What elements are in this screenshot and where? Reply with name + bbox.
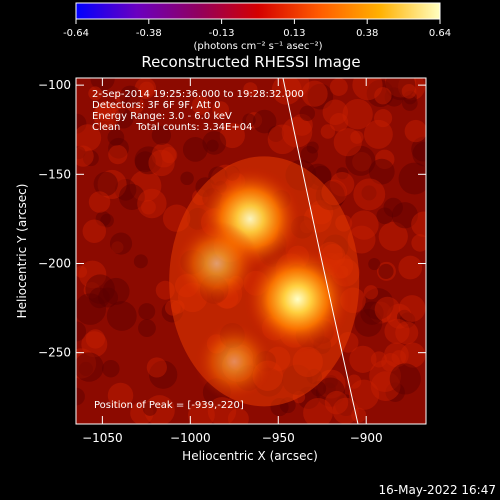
info-detectors: Detectors: 3F 6F 9F, Att 0 xyxy=(92,100,220,111)
peak-position-label: Position of Peak = [-939,-220] xyxy=(94,400,244,411)
plot-image xyxy=(76,78,426,424)
colorbar-units: (photons cm⁻² s⁻¹ asec⁻²) xyxy=(193,41,322,52)
y-tick-label: −250 xyxy=(38,346,71,360)
colorbar-tick-label: 0.38 xyxy=(356,28,378,39)
colorbar: -0.64 -0.38 -0.13 0.13 0.38 0.64 (photons cm⁻… xyxy=(63,2,451,52)
colorbar-tick-label: 0.64 xyxy=(429,28,451,39)
y-tick-label: −100 xyxy=(38,78,71,92)
y-axis-ticks: −100 −150 −200 −250 xyxy=(38,78,426,360)
emission-source xyxy=(194,321,274,402)
plot-title: Reconstructed RHESSI Image xyxy=(141,53,360,71)
x-tick-label: −900 xyxy=(350,431,383,445)
colorbar-gradient xyxy=(75,2,441,20)
info-clean-counts: Clean Total counts: 3.34E+04 xyxy=(92,122,252,133)
y-tick-label: −200 xyxy=(38,256,71,270)
colorbar-tick-label: -0.13 xyxy=(209,28,235,39)
y-axis-label: Heliocentric Y (arcsec) xyxy=(15,184,29,319)
plot-frame xyxy=(75,77,427,425)
x-tick-label: −950 xyxy=(262,431,295,445)
emission-source xyxy=(174,221,260,306)
x-tick-label: −1050 xyxy=(82,431,123,445)
solar-limb-line xyxy=(282,78,359,424)
colorbar-tick-label: 0.13 xyxy=(283,28,305,39)
x-tick-label: −1000 xyxy=(170,431,211,445)
colorbar-tick-label: -0.38 xyxy=(136,28,162,39)
info-time-range: 2-Sep-2014 19:25:36.000 to 19:28:32.000 xyxy=(92,89,304,100)
x-axis-label: Heliocentric X (arcsec) xyxy=(182,449,318,463)
observation-info: 2-Sep-2014 19:25:36.000 to 19:28:32.000 … xyxy=(92,89,304,411)
x-axis-ticks: −1050 −1000 −950 −900 xyxy=(82,78,383,445)
colorbar-tick-label: -0.64 xyxy=(63,28,89,39)
info-energy-range: Energy Range: 3.0 - 6.0 keV xyxy=(92,111,232,122)
y-tick-label: −150 xyxy=(38,167,71,181)
footer-timestamp: 16-May-2022 16:47 xyxy=(379,483,496,497)
